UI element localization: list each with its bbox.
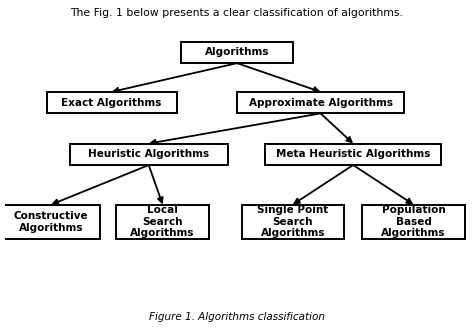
Text: Constructive
Algorithms: Constructive Algorithms	[14, 211, 89, 233]
Text: The Fig. 1 below presents a clear classification of algorithms.: The Fig. 1 below presents a clear classi…	[71, 8, 403, 18]
Text: Meta Heuristic Algorithms: Meta Heuristic Algorithms	[276, 149, 430, 159]
Text: Algorithms: Algorithms	[205, 48, 269, 57]
FancyBboxPatch shape	[116, 205, 209, 239]
FancyBboxPatch shape	[363, 205, 465, 239]
FancyBboxPatch shape	[2, 205, 100, 239]
Text: Heuristic Algorithms: Heuristic Algorithms	[88, 149, 210, 159]
Text: Single Point
Search
Algorithms: Single Point Search Algorithms	[257, 205, 328, 238]
FancyBboxPatch shape	[237, 92, 404, 114]
Text: Local
Search
Algorithms: Local Search Algorithms	[130, 205, 195, 238]
Text: Exact Algorithms: Exact Algorithms	[62, 98, 162, 108]
FancyBboxPatch shape	[265, 144, 441, 165]
Text: Figure 1. Algorithms classification: Figure 1. Algorithms classification	[149, 312, 325, 322]
FancyBboxPatch shape	[46, 92, 177, 114]
Text: Approximate Algorithms: Approximate Algorithms	[249, 98, 392, 108]
FancyBboxPatch shape	[70, 144, 228, 165]
Text: Population
Based
Algorithms: Population Based Algorithms	[381, 205, 446, 238]
FancyBboxPatch shape	[242, 205, 344, 239]
FancyBboxPatch shape	[181, 42, 293, 63]
